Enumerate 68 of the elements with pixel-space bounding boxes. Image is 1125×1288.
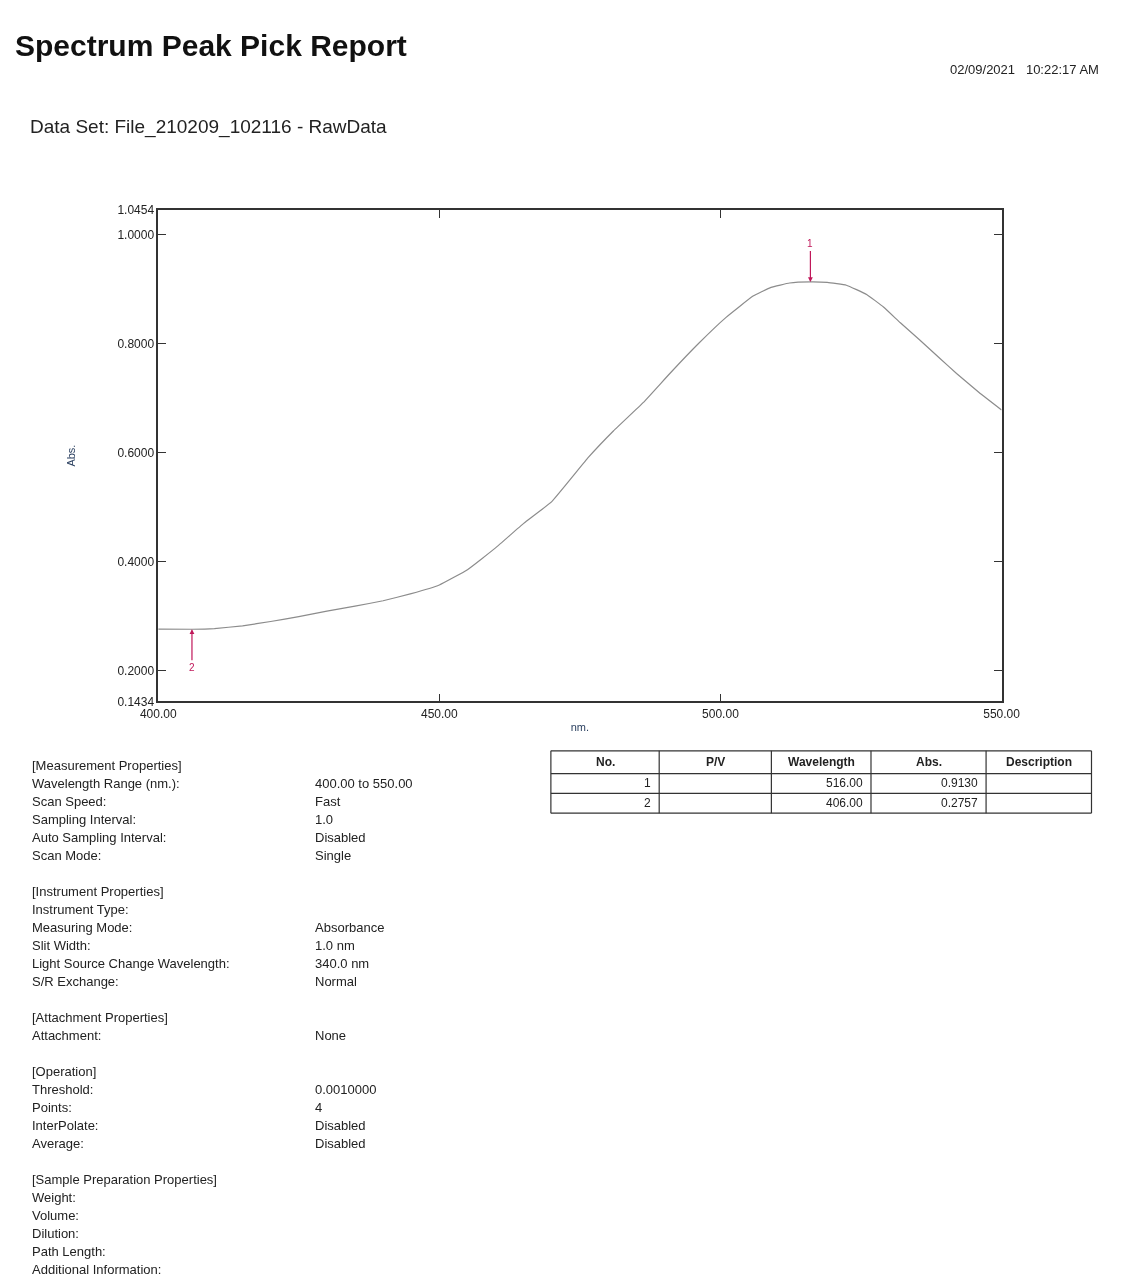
text: 0.2757: [941, 796, 979, 810]
text: Auto Sampling Interval:: [32, 830, 167, 845]
text: 1.0: [315, 812, 334, 827]
text: Fast: [315, 794, 341, 809]
text: Threshold:: [32, 1082, 94, 1097]
text: Dilution:: [32, 1226, 79, 1241]
text: [Sample Preparation Properties]: [32, 1172, 217, 1187]
text: Additional Information:: [32, 1262, 162, 1277]
text: S/R Exchange:: [32, 974, 119, 989]
y-tick-label: 1.0454: [117, 202, 155, 217]
text: 1: [644, 776, 651, 790]
text: 0.9130: [941, 776, 979, 790]
text: 400.00 to 550.00: [315, 776, 413, 791]
text: Instrument Type:: [32, 902, 129, 917]
text: Abs.: [916, 755, 943, 769]
text: Disabled: [315, 830, 366, 845]
x-tick-label: 400.00: [139, 706, 177, 721]
annotation: 1: [807, 238, 813, 249]
text: Slit Width:: [32, 938, 91, 953]
x-tick-label: 550.00: [983, 706, 1021, 721]
x-axis-title: nm.: [570, 721, 590, 734]
y-tick-label: 0.1434: [117, 694, 155, 709]
annotation: 2: [189, 662, 195, 673]
text: 340.0 nm: [315, 956, 370, 971]
text: Scan Mode:: [32, 848, 102, 863]
text: 516.00: [826, 776, 864, 790]
x-tick-label: 450.00: [420, 706, 459, 721]
text: Path Length:: [32, 1244, 106, 1259]
chart-subtitle: Data Set: File_210209_102116 - RawData: [30, 116, 388, 138]
text: 406.00: [826, 796, 864, 810]
x-tick-label: 500.00: [702, 706, 740, 721]
text: [Attachment Properties]: [32, 1010, 168, 1025]
text: 4: [315, 1100, 323, 1115]
text: InterPolate:: [32, 1118, 99, 1133]
text: Scan Speed:: [32, 794, 107, 809]
text: Measuring Mode:: [32, 920, 133, 935]
text: 2: [644, 796, 651, 810]
y-tick-label: 0.6000: [117, 445, 155, 460]
text: Single: [315, 848, 352, 863]
text: Weight:: [32, 1190, 76, 1205]
text: Sampling Interval:: [32, 812, 137, 827]
text: P/V: [706, 755, 726, 769]
text: Disabled: [315, 1118, 366, 1133]
text: Volume:: [32, 1208, 79, 1223]
text: Normal: [315, 974, 358, 989]
text: [Measurement Properties]: [32, 758, 182, 773]
text: Wavelength Range (nm.):: [32, 776, 180, 791]
y-tick-label: 0.2000: [117, 663, 155, 678]
text: Average:: [32, 1136, 84, 1151]
text: Wavelength: [788, 755, 855, 769]
text: Description: [1006, 755, 1073, 769]
text: None: [315, 1028, 347, 1043]
text: 1.0 nm: [315, 938, 355, 953]
text: Attachment:: [32, 1028, 102, 1043]
text: Light Source Change Wavelength:: [32, 956, 230, 971]
text: 02/09/2021 10:22:17 AM: [950, 62, 1099, 77]
chart-title: Spectrum Peak Pick Report: [15, 28, 407, 62]
text: Points:: [32, 1100, 72, 1115]
text: Absorbance: [315, 920, 385, 935]
text: Disabled: [315, 1136, 366, 1151]
y-tick-label: 1.0000: [117, 227, 155, 242]
y-axis-title: Abs.: [64, 444, 77, 467]
y-tick-label: 0.8000: [117, 336, 155, 351]
text: No.: [596, 755, 616, 769]
text: [Instrument Properties]: [32, 884, 164, 899]
text: [Operation]: [32, 1064, 97, 1079]
y-tick-label: 0.4000: [117, 554, 155, 569]
text: 0.0010000: [315, 1082, 377, 1097]
